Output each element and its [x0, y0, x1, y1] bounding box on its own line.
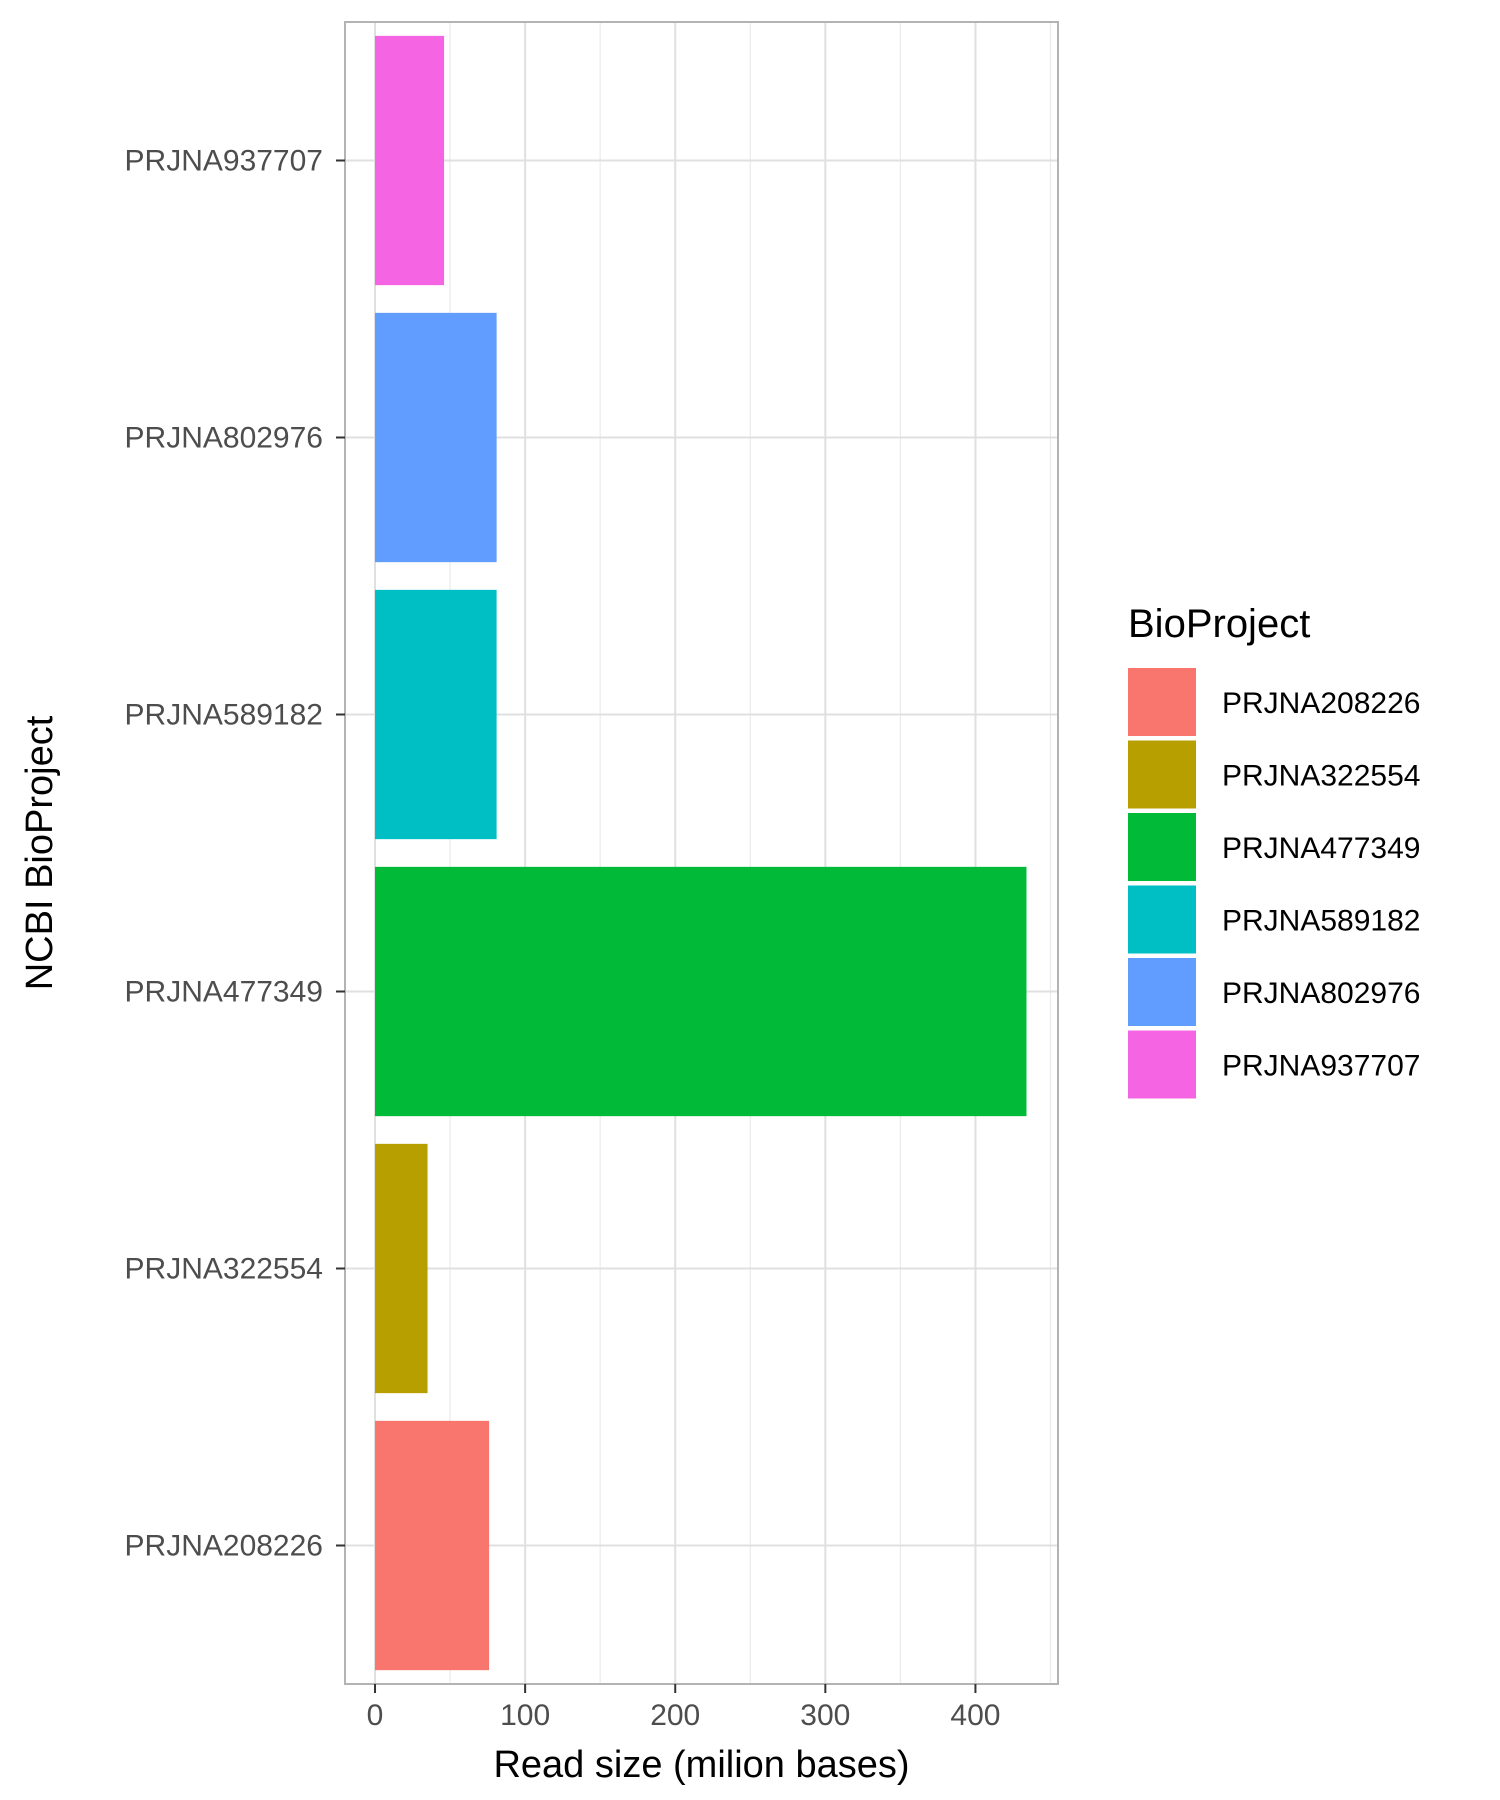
x-tick-label: 400 — [950, 1699, 1000, 1732]
legend-label: PRJNA937707 — [1222, 1050, 1420, 1083]
bar-prjna937707 — [375, 35, 445, 286]
bars — [375, 35, 1027, 1671]
y-tick-label: PRJNA477349 — [125, 976, 323, 1009]
legend-label: PRJNA589182 — [1222, 905, 1420, 938]
legend-swatch — [1128, 958, 1196, 1026]
x-axis-ticks: 0 100 200 300 400 — [367, 1684, 1000, 1732]
bar-prjna589182 — [375, 589, 497, 840]
legend-label: PRJNA802976 — [1222, 977, 1420, 1010]
x-tick-label: 300 — [800, 1699, 850, 1732]
legend-swatch — [1128, 813, 1196, 881]
legend-swatch — [1128, 740, 1196, 809]
bar-prjna477349 — [375, 866, 1027, 1117]
x-axis-title: Read size (milion bases) — [493, 1744, 909, 1786]
legend-label: PRJNA208226 — [1222, 687, 1420, 720]
y-tick-label: PRJNA802976 — [125, 422, 323, 455]
y-tick-label: PRJNA589182 — [125, 699, 323, 732]
y-tick-label: PRJNA322554 — [125, 1253, 323, 1286]
legend: BioProject PRJNA208226 PRJNA322554 PRJNA47… — [1128, 602, 1420, 1099]
legend-swatch — [1128, 885, 1196, 954]
bar-prjna322554 — [375, 1143, 428, 1394]
legend-swatch — [1128, 1030, 1196, 1099]
y-axis-title: NCBI BioProject — [19, 715, 61, 990]
legend-title: BioProject — [1128, 602, 1310, 646]
grid-minor-lines — [449, 22, 1052, 1684]
legend-label: PRJNA322554 — [1222, 760, 1420, 793]
x-tick-label: 0 — [367, 1699, 384, 1732]
panel-border — [344, 21, 1059, 1685]
bar-prjna208226 — [375, 1420, 490, 1671]
bar-prjna802976 — [375, 312, 497, 563]
x-tick-label: 200 — [650, 1699, 700, 1732]
y-tick-label: PRJNA937707 — [125, 145, 323, 178]
x-tick-label: 100 — [500, 1699, 550, 1732]
y-tick-label: PRJNA208226 — [125, 1530, 323, 1563]
legend-label: PRJNA477349 — [1222, 832, 1420, 865]
legend-swatch — [1128, 668, 1196, 736]
y-axis-ticks: PRJNA208226 PRJNA322554 PRJNA477349 PRJNA58… — [125, 145, 345, 1563]
